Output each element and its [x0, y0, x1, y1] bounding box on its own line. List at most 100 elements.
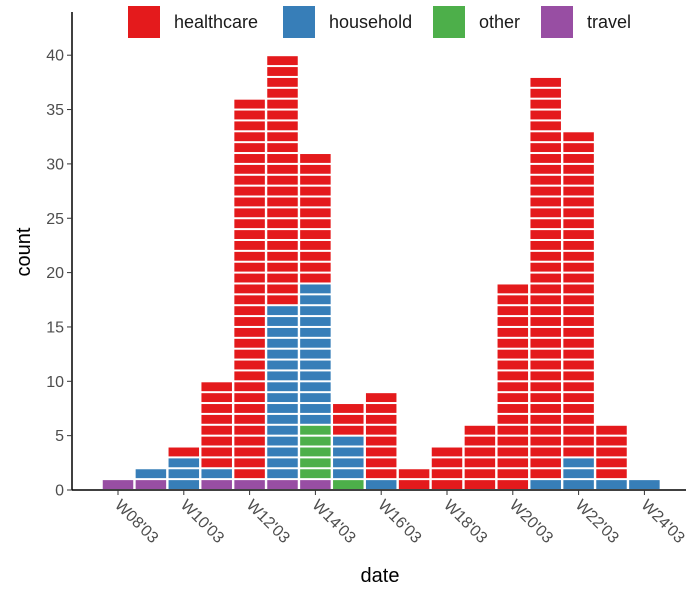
bar-block-household	[333, 458, 364, 468]
bar-block-healthcare	[234, 295, 265, 305]
bar-block-healthcare	[563, 251, 594, 261]
bar-block-travel	[135, 480, 167, 489]
bar-block-healthcare	[530, 447, 561, 457]
bar-block-healthcare	[267, 251, 298, 261]
bar-block-household	[267, 447, 298, 457]
bar-block-household	[267, 338, 298, 348]
bar-block-household	[300, 284, 331, 294]
bar-block-healthcare	[267, 56, 298, 66]
bar-block-household	[168, 469, 200, 479]
x-axis-title: date	[361, 565, 400, 587]
bar-block-other	[300, 458, 331, 468]
bar-block-healthcare	[234, 469, 265, 479]
bar-block-healthcare	[464, 425, 496, 435]
x-tick-label: W20'03	[506, 497, 556, 547]
bar-block-healthcare	[267, 99, 298, 109]
bar-block-healthcare	[497, 425, 529, 435]
bar-block-healthcare	[267, 273, 298, 283]
bar-block-travel	[201, 480, 232, 489]
bar-block-healthcare	[497, 360, 529, 370]
bar-block-healthcare	[201, 425, 232, 435]
bar-block-healthcare	[267, 154, 298, 163]
x-tick-label: W08'03	[111, 497, 161, 547]
bar-block-healthcare	[333, 404, 364, 413]
bar-block-healthcare	[234, 251, 265, 261]
y-axis-title: count	[13, 227, 35, 276]
bar-block-healthcare	[530, 143, 561, 153]
bar-block-healthcare	[530, 425, 561, 435]
bar-block-healthcare	[563, 338, 594, 348]
bar-block-healthcare	[234, 393, 265, 403]
bar-block-travel	[102, 480, 134, 489]
bar-block-healthcare	[563, 306, 594, 316]
bar-block-healthcare	[497, 338, 529, 348]
legend-swatch-travel	[541, 6, 573, 38]
bar-block-healthcare	[563, 197, 594, 207]
bar-block-household	[267, 436, 298, 446]
bar-block-healthcare	[234, 306, 265, 316]
bar-block-healthcare	[365, 447, 397, 457]
bar-block-healthcare	[365, 393, 397, 403]
bar-block-healthcare	[234, 262, 265, 272]
bar-block-healthcare	[497, 371, 529, 381]
bar-block-healthcare	[234, 154, 265, 163]
bar-block-healthcare	[497, 414, 529, 424]
bar-block-healthcare	[267, 164, 298, 174]
bar-block-healthcare	[300, 186, 331, 196]
bar-block-healthcare	[234, 414, 265, 424]
bar-block-healthcare	[530, 197, 561, 207]
bar-block-healthcare	[530, 273, 561, 283]
bar-block-healthcare	[596, 436, 627, 446]
bar-block-healthcare	[300, 164, 331, 174]
bar-block-healthcare	[530, 306, 561, 316]
bar-block-household	[333, 469, 364, 479]
bar-block-healthcare	[497, 458, 529, 468]
bar-block-healthcare	[563, 382, 594, 392]
bar-block-healthcare	[234, 208, 265, 218]
bar-block-healthcare	[431, 447, 463, 457]
bar-block-healthcare	[267, 186, 298, 196]
bar-block-healthcare	[497, 295, 529, 305]
bar-block-healthcare	[563, 295, 594, 305]
bar-block-household	[629, 480, 660, 489]
bar-block-healthcare	[333, 425, 364, 435]
bar-block-household	[135, 469, 167, 479]
bar-block-healthcare	[530, 175, 561, 185]
bar-block-healthcare	[300, 175, 331, 185]
bar-block-healthcare	[267, 197, 298, 207]
bar-block-household	[267, 382, 298, 392]
bar-block-healthcare	[398, 469, 430, 479]
bar-block-healthcare	[530, 393, 561, 403]
bar-block-healthcare	[234, 458, 265, 468]
bar-block-healthcare	[300, 197, 331, 207]
bar-block-healthcare	[464, 436, 496, 446]
bar-block-household	[267, 425, 298, 435]
bar-block-healthcare	[267, 230, 298, 239]
bar-block-household	[267, 327, 298, 337]
bar-block-healthcare	[530, 219, 561, 229]
bar-block-healthcare	[267, 295, 298, 305]
bar-block-household	[563, 480, 594, 489]
bar-block-healthcare	[234, 360, 265, 370]
bar-block-other	[300, 469, 331, 479]
bar-block-healthcare	[201, 458, 232, 468]
bar-block-healthcare	[563, 436, 594, 446]
bar-block-healthcare	[267, 67, 298, 76]
bar-block-healthcare	[300, 251, 331, 261]
bar-block-healthcare	[497, 306, 529, 316]
bar-block-healthcare	[530, 327, 561, 337]
bar-block-household	[333, 436, 364, 446]
bar-block-healthcare	[300, 273, 331, 283]
bar-block-healthcare	[563, 262, 594, 272]
bar-block-healthcare	[497, 349, 529, 359]
bar-block-healthcare	[530, 295, 561, 305]
bar-block-household	[267, 393, 298, 403]
bar-block-healthcare	[267, 219, 298, 229]
bar-block-healthcare	[234, 404, 265, 413]
bar-block-healthcare	[563, 360, 594, 370]
bar-block-household	[300, 338, 331, 348]
bar-block-healthcare	[234, 436, 265, 446]
bar-block-healthcare	[530, 469, 561, 479]
bar-block-healthcare	[563, 447, 594, 457]
bar-block-household	[300, 295, 331, 305]
